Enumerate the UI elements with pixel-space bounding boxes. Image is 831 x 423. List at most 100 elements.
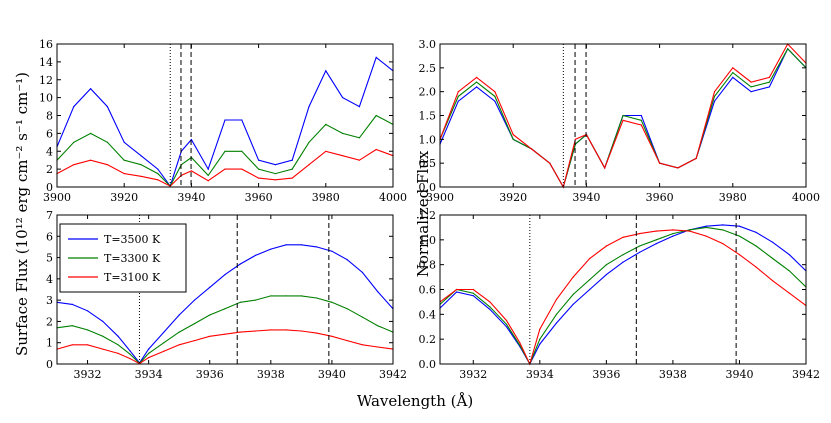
data-point (190, 139, 192, 141)
data-point (300, 330, 302, 332)
x-tick-label: 4000 (379, 191, 407, 204)
data-point (750, 81, 752, 83)
data-point (788, 292, 791, 294)
data-point (705, 225, 707, 227)
data-point (640, 124, 642, 126)
data-point (639, 233, 641, 235)
data-point (308, 106, 310, 108)
data-point (549, 162, 551, 164)
data-point (316, 332, 318, 334)
series-line-3500 (56, 56, 394, 188)
data-point (489, 306, 491, 308)
y-tick-label: 5 (46, 252, 53, 265)
data-point (672, 235, 674, 237)
data-point (224, 150, 226, 152)
data-point (207, 174, 209, 176)
data-point (688, 229, 691, 231)
data-point (640, 119, 642, 121)
data-point (86, 310, 89, 312)
data-point (241, 168, 243, 170)
data-point (140, 164, 142, 166)
data-point (123, 141, 125, 143)
data-point (555, 313, 558, 315)
data-point (622, 236, 624, 238)
data-point (258, 159, 260, 161)
data-point (239, 331, 241, 333)
data-point (589, 257, 591, 260)
data-point (331, 250, 333, 252)
data-point (572, 293, 574, 296)
data-point (639, 251, 641, 253)
series-line-3100 (439, 43, 807, 189)
data-point (605, 264, 608, 266)
data-point (377, 291, 379, 293)
x-tick-label: 3980 (719, 191, 747, 204)
data-point (512, 134, 514, 136)
x-tick-label: 3934 (526, 368, 554, 381)
y-tick-label: 6 (46, 127, 53, 140)
data-point (787, 48, 789, 50)
data-point (140, 155, 142, 157)
data-point (456, 288, 458, 291)
data-point (361, 344, 364, 346)
data-point (224, 168, 226, 170)
data-point (605, 274, 608, 276)
y-tick-label: 4 (46, 273, 53, 286)
y-tick-label: 0 (46, 181, 53, 194)
data-point (163, 331, 165, 333)
panel-top-right: 3900 3920 3940 3960 3980 4000 0.0 0.5 1.0 1.5 2.0 2… (419, 38, 821, 204)
data-point (472, 288, 474, 291)
data-point (589, 288, 591, 291)
data-point (622, 261, 624, 263)
data-point (193, 323, 196, 325)
x-tick-label: 3900 (426, 191, 454, 204)
data-point (738, 254, 741, 256)
data-point (163, 342, 165, 344)
data-point (308, 141, 310, 143)
series-line-3100 (56, 148, 394, 187)
y-tick-label: 7 (46, 209, 53, 222)
data-point (291, 177, 293, 179)
data-point (530, 148, 533, 150)
data-point (331, 335, 333, 337)
data-point (207, 168, 209, 170)
x-tick-label: 3938 (257, 368, 285, 381)
data-point (86, 329, 89, 331)
data-point (209, 335, 211, 337)
x-tick-label: 4000 (792, 191, 820, 204)
data-point (241, 119, 243, 121)
data-point (750, 86, 752, 88)
data-point (106, 106, 108, 108)
data-point (772, 241, 774, 243)
data-point (106, 164, 108, 166)
data-point (768, 86, 771, 88)
x-tick-label: 3936 (592, 368, 620, 381)
data-point (106, 141, 108, 143)
data-point (254, 330, 257, 332)
data-point (148, 357, 150, 359)
data-point (622, 254, 624, 256)
data-point (190, 170, 192, 172)
y-tick-label: 0 (46, 358, 53, 371)
data-point (755, 245, 757, 247)
data-point (316, 246, 318, 248)
data-point (285, 329, 287, 331)
data-point (73, 106, 75, 108)
data-point (224, 274, 226, 276)
data-point (494, 95, 496, 97)
data-point (270, 248, 272, 250)
series-line-3500 (56, 244, 394, 364)
data-point (505, 319, 508, 322)
data-point (574, 138, 577, 140)
data-point (331, 301, 333, 303)
x-tick-label: 3942 (792, 368, 820, 381)
data-point (512, 138, 514, 140)
y-tick-label: 0.6 (419, 284, 437, 297)
data-point (755, 231, 757, 233)
y-tick-label: 0.0 (419, 181, 437, 194)
data-point (291, 168, 293, 170)
data-point (494, 100, 496, 102)
y-tick-label: 2 (46, 315, 53, 328)
y-tick-label: 1.2 (419, 209, 437, 222)
data-point (129, 358, 131, 360)
